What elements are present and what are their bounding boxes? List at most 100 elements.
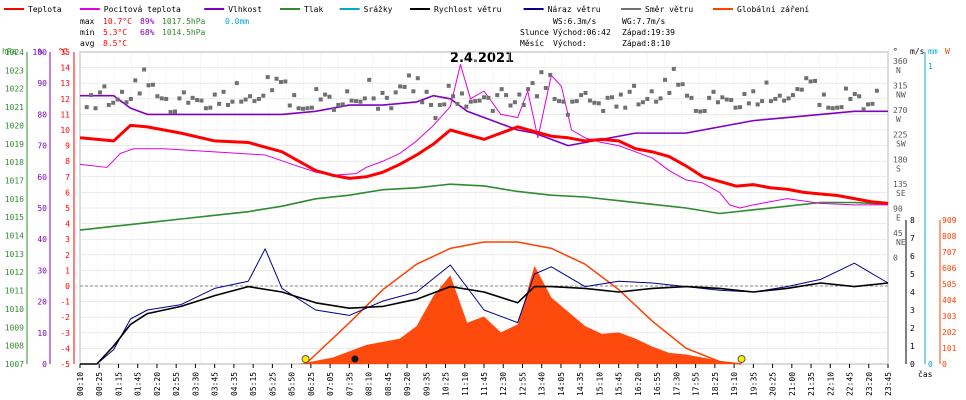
direction-point xyxy=(592,100,597,105)
direction-point xyxy=(177,96,182,101)
stat-precip: 0.0mm xyxy=(225,17,249,26)
direction-point xyxy=(667,90,672,95)
x-tick-label: 14:05 xyxy=(557,372,566,396)
direction-point xyxy=(212,92,217,97)
axis-unit-label: hPa xyxy=(2,47,17,56)
direction-point xyxy=(808,79,813,84)
direction-point xyxy=(150,82,155,87)
direction-point xyxy=(777,93,782,98)
temperature-tick-label: 12 xyxy=(60,95,70,104)
direction-point xyxy=(548,72,553,77)
direction-point xyxy=(398,84,403,89)
direction-point xyxy=(437,102,442,107)
direction-point xyxy=(314,87,319,92)
direction-point xyxy=(557,99,562,104)
direction-point xyxy=(583,90,588,95)
solar-area xyxy=(298,265,737,364)
direction-point xyxy=(380,90,385,95)
x-tick-label: 16:20 xyxy=(634,372,643,396)
rain-tick-label: 0 xyxy=(928,360,933,369)
direction-point xyxy=(773,96,778,101)
pressure-tick-label: 1011 xyxy=(5,287,24,296)
solar-tick-label: 404 xyxy=(942,296,957,305)
direction-point xyxy=(835,105,840,110)
x-tick-label: 15:10 xyxy=(595,372,604,396)
theoretical-solar-line xyxy=(305,241,742,365)
direction-point xyxy=(459,91,464,96)
line-series xyxy=(79,63,889,365)
direction-point xyxy=(764,80,769,85)
direction-point xyxy=(173,109,178,114)
direction-point xyxy=(874,88,879,93)
direction-point xyxy=(415,76,420,81)
direction-point xyxy=(711,89,716,94)
direction-point xyxy=(199,98,204,103)
legend-label: Teplota xyxy=(28,5,62,14)
solar-tick-label: 707 xyxy=(942,248,957,257)
pressure-tick-label: 1012 xyxy=(5,268,24,277)
direction-point xyxy=(517,92,522,97)
temperature-tick-label: 8 xyxy=(65,157,70,166)
direction-point xyxy=(243,97,248,102)
temperature-tick-label: 14 xyxy=(60,64,70,73)
direction-point xyxy=(181,90,186,95)
direction-point xyxy=(605,95,610,100)
direction-point xyxy=(552,96,557,101)
direction-point xyxy=(393,90,398,95)
solar-tick-label: 0 xyxy=(942,360,947,369)
direction-point xyxy=(640,100,645,105)
wind-tick-label: 4 xyxy=(910,288,915,297)
direction-compass-label: S xyxy=(896,164,901,173)
temperature-tick-label: -4 xyxy=(60,344,70,353)
direction-point xyxy=(618,92,623,97)
pressure-tick-label: 1024 xyxy=(5,48,24,57)
direction-point xyxy=(477,98,482,103)
temperature-tick-label: 4 xyxy=(65,220,70,229)
temperature-tick-label: 7 xyxy=(65,173,70,182)
direction-point xyxy=(671,66,676,71)
series-line xyxy=(79,183,889,231)
direction-point xyxy=(420,100,425,105)
axis-unit-label: ° xyxy=(893,47,898,56)
x-tick-label: 08:45 xyxy=(384,372,393,396)
direction-point xyxy=(142,67,147,72)
pressure-tick-label: 1013 xyxy=(5,250,24,259)
x-tick-label: 07:05 xyxy=(326,372,335,396)
direction-point xyxy=(512,100,517,105)
wind-tick-label: 6 xyxy=(910,252,915,261)
direction-point xyxy=(490,108,495,113)
direction-point xyxy=(848,96,853,101)
direction-point xyxy=(738,105,743,110)
solar-tick-label: 202 xyxy=(942,328,957,337)
axis-unit-label: °C xyxy=(58,47,68,56)
pressure-tick-label: 1016 xyxy=(5,195,24,204)
direction-point xyxy=(715,100,720,105)
x-tick-label: 04:35 xyxy=(230,372,239,396)
direction-point xyxy=(367,77,372,82)
direction-point xyxy=(534,94,539,99)
direction-point xyxy=(168,110,173,115)
direction-point xyxy=(698,109,703,114)
direction-point xyxy=(402,84,407,89)
direction-point xyxy=(225,102,230,107)
direction-point xyxy=(358,99,363,104)
humidity-tick-label: 0 xyxy=(42,360,47,369)
direction-point xyxy=(526,87,531,92)
legend-label: Srážky xyxy=(364,5,393,14)
direction-point xyxy=(292,93,297,98)
x-tick-label: 22:45 xyxy=(846,372,855,396)
humidity-tick-label: 100 xyxy=(33,48,48,57)
direction-tick-label: 45 xyxy=(893,229,903,238)
legend-label: Globální záření xyxy=(737,5,809,14)
direction-point xyxy=(627,89,632,94)
direction-point xyxy=(106,102,111,107)
direction-point xyxy=(97,90,102,95)
x-tick-label: 18:25 xyxy=(711,372,720,396)
x-tick-label: 21:00 xyxy=(788,372,797,396)
direction-point xyxy=(146,83,151,88)
direction-point xyxy=(208,105,213,110)
stat-avg-temp: 8.5°C xyxy=(103,39,127,48)
direction-tick-label: 360 xyxy=(893,57,908,66)
temperature-tick-label: 6 xyxy=(65,188,70,197)
pressure-tick-label: 1022 xyxy=(5,85,24,94)
